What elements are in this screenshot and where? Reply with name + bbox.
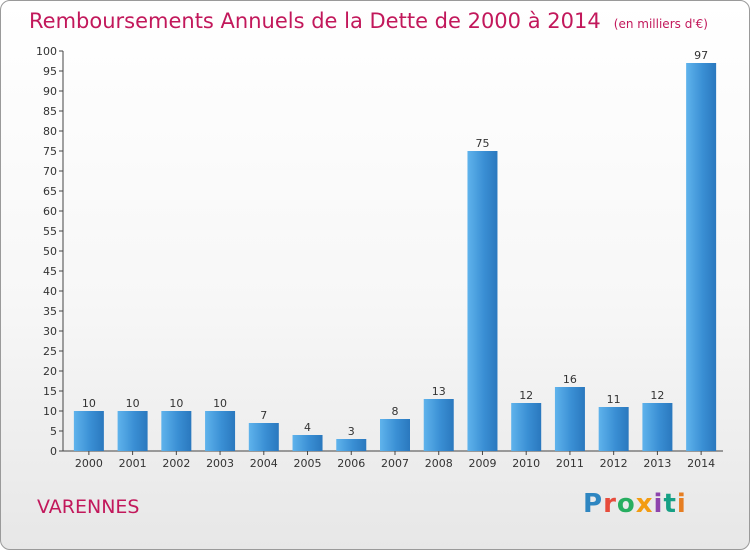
logo-letter: x — [635, 489, 654, 519]
place-name: VARENNES — [37, 496, 140, 518]
x-tick-label: 2011 — [556, 457, 584, 470]
x-tick-label: 2007 — [381, 457, 409, 470]
bar-2010 — [511, 403, 542, 451]
bar-2001 — [117, 411, 148, 451]
y-tick-label: 85 — [43, 105, 57, 118]
x-tick-label: 2006 — [337, 457, 365, 470]
y-tick-label: 80 — [43, 125, 57, 138]
x-tick-label: 2010 — [512, 457, 540, 470]
y-tick-label: 50 — [43, 245, 57, 258]
bar-2005 — [292, 435, 323, 451]
y-tick-label: 75 — [43, 145, 57, 158]
bar-2004 — [248, 423, 279, 451]
value-label: 10 — [213, 397, 227, 410]
x-tick-label: 2014 — [687, 457, 715, 470]
logo-letter: i — [676, 489, 687, 519]
bar-2007 — [380, 419, 410, 451]
y-tick-label: 20 — [43, 365, 57, 378]
value-label: 12 — [519, 389, 533, 402]
y-tick-label: 55 — [43, 225, 57, 238]
y-tick-label: 95 — [43, 65, 57, 78]
bar-2008 — [423, 399, 454, 451]
x-tick-label: 2005 — [294, 457, 322, 470]
value-label: 8 — [392, 405, 399, 418]
y-tick-label: 0 — [50, 445, 57, 458]
logo-letter: P — [583, 489, 604, 519]
bar-2000 — [73, 411, 104, 451]
bar-2011 — [554, 387, 585, 451]
y-tick-label: 10 — [43, 405, 57, 418]
x-tick-label: 2009 — [468, 457, 496, 470]
x-tick-label: 2008 — [425, 457, 453, 470]
chart-title: Remboursements Annuels de la Dette de 20… — [29, 9, 601, 33]
value-label: 11 — [607, 393, 621, 406]
value-label: 3 — [348, 425, 355, 438]
y-tick-label: 60 — [43, 205, 57, 218]
y-tick-label: 65 — [43, 185, 57, 198]
bar-2003 — [205, 411, 236, 451]
logo-letter: o — [616, 489, 636, 519]
bar-2013 — [642, 403, 673, 451]
bar-2009 — [467, 151, 498, 451]
y-tick-label: 5 — [50, 425, 57, 438]
value-label: 10 — [82, 397, 96, 410]
x-tick-label: 2012 — [600, 457, 628, 470]
value-label: 97 — [694, 49, 708, 62]
y-tick-label: 35 — [43, 305, 57, 318]
bar-2002 — [161, 411, 192, 451]
value-label: 10 — [169, 397, 183, 410]
value-label: 12 — [650, 389, 664, 402]
x-tick-label: 2001 — [119, 457, 147, 470]
x-tick-label: 2004 — [250, 457, 278, 470]
bar-2012 — [598, 407, 629, 451]
proxiti-logo: Proxiti — [583, 489, 687, 519]
bar-2014 — [686, 63, 717, 451]
value-label: 4 — [304, 421, 311, 434]
y-tick-label: 45 — [43, 265, 57, 278]
y-tick-label: 90 — [43, 85, 57, 98]
y-tick-label: 25 — [43, 345, 57, 358]
title-row: Remboursements Annuels de la Dette de 20… — [29, 9, 708, 33]
y-tick-label: 100 — [36, 45, 57, 58]
x-tick-label: 2002 — [162, 457, 190, 470]
x-tick-label: 2003 — [206, 457, 234, 470]
y-tick-label: 70 — [43, 165, 57, 178]
y-tick-label: 15 — [43, 385, 57, 398]
logo-letter: r — [603, 489, 617, 519]
logo-letter: i — [653, 489, 664, 519]
value-label: 13 — [432, 385, 446, 398]
value-label: 7 — [260, 409, 267, 422]
value-label: 16 — [563, 373, 577, 386]
chart-subtitle: (en milliers d'€) — [613, 17, 708, 31]
x-tick-label: 2000 — [75, 457, 103, 470]
y-tick-label: 30 — [43, 325, 57, 338]
bar-2006 — [336, 439, 367, 451]
y-tick-label: 40 — [43, 285, 57, 298]
logo-letter: t — [663, 489, 677, 519]
value-label: 75 — [475, 137, 489, 150]
value-label: 10 — [126, 397, 140, 410]
x-tick-label: 2013 — [643, 457, 671, 470]
